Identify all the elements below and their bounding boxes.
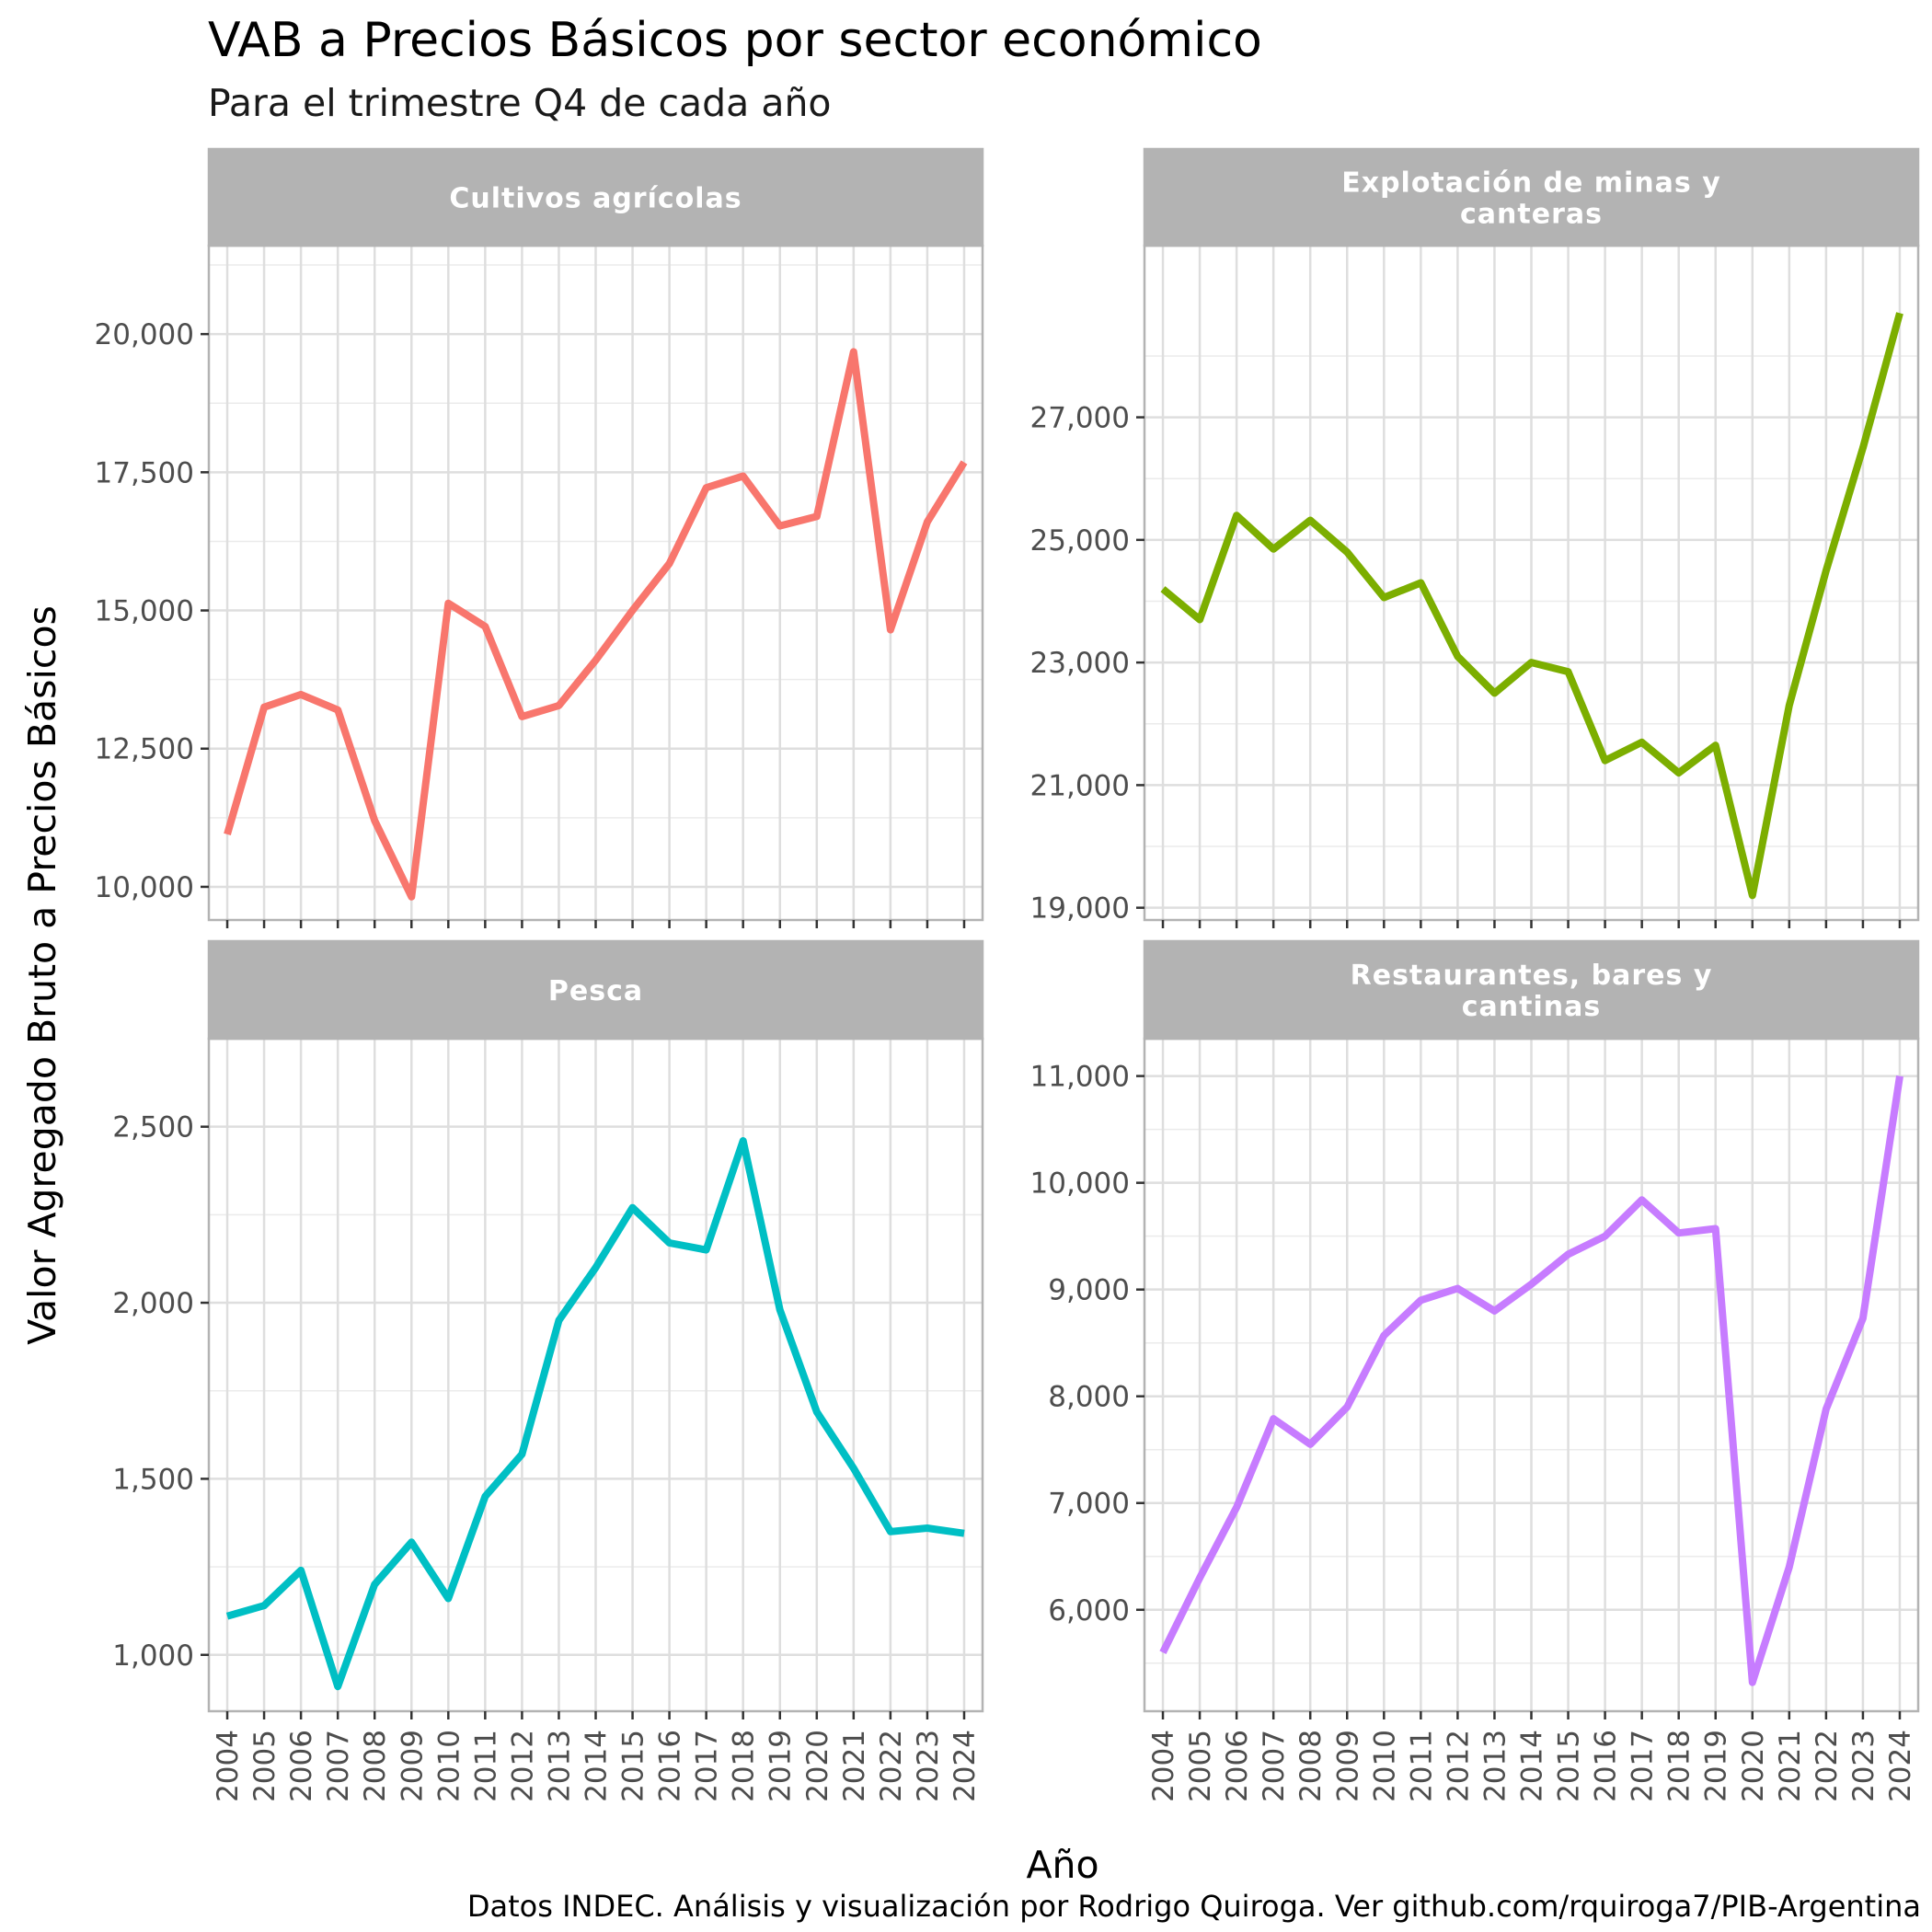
x-tick-label: 2005 [248, 1730, 282, 1802]
chart-title: VAB a Precios Básicos por sector económi… [208, 13, 1262, 68]
facet-strip-label: Cultivos agrícolas [449, 183, 742, 215]
y-tick-label: 7,000 [1048, 1488, 1130, 1521]
series-line [1160, 312, 1903, 900]
x-tick-label: 2023 [912, 1730, 945, 1802]
x-tick-label: 2022 [1811, 1730, 1844, 1802]
x-tick-label: 2010 [1368, 1730, 1401, 1802]
x-tick-label: 2008 [359, 1730, 392, 1802]
y-tick-label: 12,500 [95, 733, 194, 766]
facet-strip-label: Restaurantes, bares y cantinas [1351, 960, 1713, 1023]
y-tick-label: 6,000 [1048, 1594, 1130, 1627]
x-tick-label: 2009 [396, 1730, 429, 1802]
x-tick-label: 2023 [1847, 1730, 1880, 1802]
x-tick-label: 2008 [1294, 1730, 1328, 1802]
facet-strip [1143, 939, 1920, 1041]
x-tick-label: 2006 [1221, 1730, 1254, 1802]
y-tick-label: 1,500 [112, 1463, 194, 1496]
x-tick-label: 2004 [212, 1730, 245, 1802]
x-tick-label: 2024 [949, 1730, 982, 1802]
facet-strip [207, 147, 984, 247]
x-tick-label: 2011 [469, 1730, 502, 1802]
y-tick-label: 11,000 [1030, 1061, 1130, 1094]
x-tick-label: 2007 [322, 1730, 355, 1802]
y-tick-label: 17,500 [95, 456, 194, 489]
x-tick-label: 2015 [1553, 1730, 1586, 1802]
facet-strip-label: Pesca [548, 975, 643, 1007]
x-tick-label: 2012 [506, 1730, 539, 1802]
x-tick-label: 2024 [1884, 1730, 1917, 1802]
x-tick-label: 2012 [1442, 1730, 1475, 1802]
x-tick-label: 2017 [1627, 1730, 1660, 1802]
facet-panel: Cultivos agrícolas 10,000 12,500 15,000 17,5… [95, 147, 984, 928]
x-tick-label: 2022 [875, 1730, 908, 1802]
x-tick-label: 2010 [432, 1730, 466, 1802]
x-tick-label: 2015 [617, 1730, 650, 1802]
x-tick-label: 2019 [1700, 1730, 1733, 1802]
x-axis-label: Año [1026, 1843, 1099, 1887]
x-tick-label: 2013 [1478, 1730, 1512, 1802]
x-tick-label: 2017 [691, 1730, 724, 1802]
y-tick-label: 10,000 [1030, 1167, 1130, 1201]
series-line [224, 348, 968, 901]
x-tick-label: 2014 [1516, 1730, 1549, 1802]
facet-strip [1143, 147, 1920, 247]
y-tick-label: 19,000 [1030, 892, 1130, 926]
y-tick-label: 21,000 [1030, 769, 1130, 802]
x-tick-label: 2018 [1663, 1730, 1696, 1802]
y-tick-label: 9,000 [1048, 1274, 1130, 1307]
facet-panel: Explotación de minas y canteras 19,000 21,0… [1030, 147, 1920, 928]
x-tick-label: 2005 [1184, 1730, 1217, 1802]
y-tick-label: 15,000 [95, 595, 194, 628]
y-tick-label: 27,000 [1030, 402, 1130, 435]
y-tick-label: 2,000 [112, 1287, 194, 1320]
series-line [1159, 1075, 1903, 1686]
x-tick-label: 2019 [765, 1730, 798, 1802]
x-tick-label: 2021 [1774, 1730, 1807, 1802]
facet-strip [207, 939, 984, 1041]
x-tick-label: 2007 [1258, 1730, 1291, 1802]
x-tick-label: 2009 [1331, 1730, 1364, 1802]
y-tick-label: 20,000 [95, 318, 194, 351]
x-tick-label: 2011 [1405, 1730, 1438, 1802]
facet-panel: Restaurantes, bares y cantinas 6,000 7,000 8… [1030, 939, 1920, 1802]
y-tick-label: 2,500 [112, 1111, 194, 1144]
x-tick-label: 2020 [1737, 1730, 1770, 1802]
x-tick-label: 2016 [1590, 1730, 1623, 1802]
x-tick-label: 2013 [543, 1730, 576, 1802]
chart-caption: Datos INDEC. Análisis y visualización po… [466, 1889, 1921, 1924]
x-tick-label: 2018 [728, 1730, 761, 1802]
x-tick-label: 2004 [1147, 1730, 1180, 1802]
x-tick-label: 2014 [581, 1730, 614, 1802]
y-tick-label: 23,000 [1030, 647, 1130, 680]
y-tick-label: 25,000 [1030, 524, 1130, 558]
facet-strip-label: Explotación de minas y canteras [1341, 167, 1721, 231]
series-line [225, 1137, 965, 1691]
chart-subtitle: Para el trimestre Q4 de cada año [208, 81, 832, 125]
x-tick-label: 2006 [285, 1730, 318, 1802]
x-tick-label: 2020 [801, 1730, 834, 1802]
y-tick-label: 10,000 [95, 871, 194, 904]
x-tick-label: 2016 [654, 1730, 687, 1802]
x-tick-label: 2021 [838, 1730, 871, 1802]
y-tick-label: 1,000 [112, 1639, 194, 1673]
y-tick-label: 8,000 [1048, 1381, 1130, 1414]
